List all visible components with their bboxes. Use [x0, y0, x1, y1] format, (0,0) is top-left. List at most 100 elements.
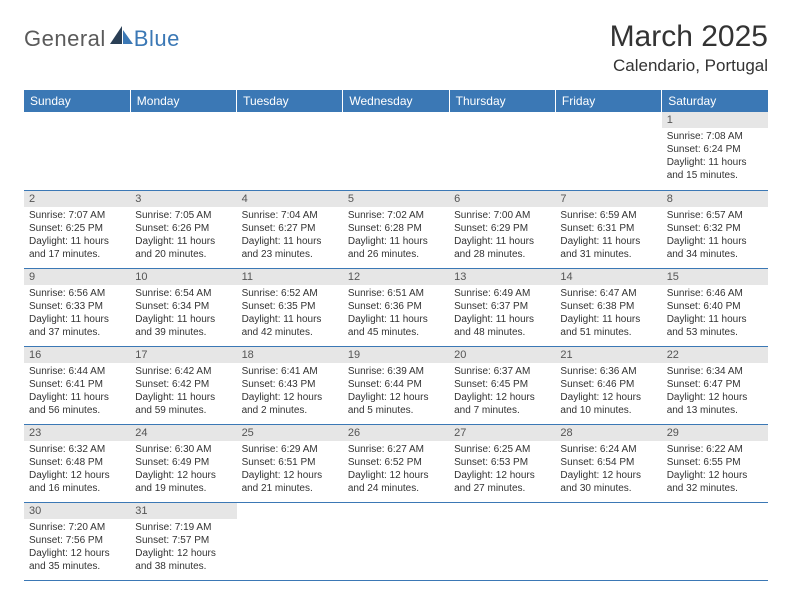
daylight-text: Daylight: 12 hours and 35 minutes. — [29, 547, 125, 573]
day-number: 9 — [24, 269, 130, 285]
daylight-text: Daylight: 11 hours and 42 minutes. — [242, 313, 338, 339]
sunset-text: Sunset: 6:31 PM — [560, 222, 656, 235]
daylight-text: Daylight: 12 hours and 7 minutes. — [454, 391, 550, 417]
calendar-cell — [449, 112, 555, 190]
sunrise-text: Sunrise: 7:04 AM — [242, 209, 338, 222]
calendar-cell: 7Sunrise: 6:59 AMSunset: 6:31 PMDaylight… — [555, 190, 661, 268]
daylight-text: Daylight: 11 hours and 56 minutes. — [29, 391, 125, 417]
day-number: 27 — [449, 425, 555, 441]
daylight-text: Daylight: 11 hours and 26 minutes. — [348, 235, 444, 261]
calendar-cell: 9Sunrise: 6:56 AMSunset: 6:33 PMDaylight… — [24, 268, 130, 346]
calendar-cell — [24, 112, 130, 190]
calendar-cell: 15Sunrise: 6:46 AMSunset: 6:40 PMDayligh… — [662, 268, 768, 346]
calendar-page: General Blue March 2025 Calendario, Port… — [0, 0, 792, 591]
calendar-cell — [662, 502, 768, 580]
sunrise-text: Sunrise: 6:42 AM — [135, 365, 231, 378]
sunrise-text: Sunrise: 6:29 AM — [242, 443, 338, 456]
sunrise-text: Sunrise: 6:36 AM — [560, 365, 656, 378]
day-number: 15 — [662, 269, 768, 285]
day-body: Sunrise: 7:02 AMSunset: 6:28 PMDaylight:… — [343, 207, 449, 264]
day-number: 11 — [237, 269, 343, 285]
sunrise-text: Sunrise: 6:56 AM — [29, 287, 125, 300]
day-body: Sunrise: 6:41 AMSunset: 6:43 PMDaylight:… — [237, 363, 343, 420]
calendar-cell: 16Sunrise: 6:44 AMSunset: 6:41 PMDayligh… — [24, 346, 130, 424]
sunset-text: Sunset: 6:45 PM — [454, 378, 550, 391]
sunset-text: Sunset: 7:57 PM — [135, 534, 231, 547]
calendar-cell — [555, 502, 661, 580]
day-body: Sunrise: 6:46 AMSunset: 6:40 PMDaylight:… — [662, 285, 768, 342]
sunrise-text: Sunrise: 7:08 AM — [667, 130, 763, 143]
calendar-header-row: SundayMondayTuesdayWednesdayThursdayFrid… — [24, 90, 768, 112]
calendar-cell: 1Sunrise: 7:08 AMSunset: 6:24 PMDaylight… — [662, 112, 768, 190]
daylight-text: Daylight: 11 hours and 53 minutes. — [667, 313, 763, 339]
sunset-text: Sunset: 6:38 PM — [560, 300, 656, 313]
day-body: Sunrise: 7:07 AMSunset: 6:25 PMDaylight:… — [24, 207, 130, 264]
sunrise-text: Sunrise: 6:47 AM — [560, 287, 656, 300]
daylight-text: Daylight: 12 hours and 19 minutes. — [135, 469, 231, 495]
calendar-week-row: 16Sunrise: 6:44 AMSunset: 6:41 PMDayligh… — [24, 346, 768, 424]
weekday-header: Thursday — [449, 90, 555, 112]
daylight-text: Daylight: 12 hours and 21 minutes. — [242, 469, 338, 495]
calendar-cell: 5Sunrise: 7:02 AMSunset: 6:28 PMDaylight… — [343, 190, 449, 268]
daylight-text: Daylight: 11 hours and 34 minutes. — [667, 235, 763, 261]
daylight-text: Daylight: 12 hours and 10 minutes. — [560, 391, 656, 417]
daylight-text: Daylight: 11 hours and 39 minutes. — [135, 313, 231, 339]
calendar-week-row: 2Sunrise: 7:07 AMSunset: 6:25 PMDaylight… — [24, 190, 768, 268]
calendar-cell — [237, 502, 343, 580]
calendar-cell — [343, 112, 449, 190]
sunset-text: Sunset: 6:54 PM — [560, 456, 656, 469]
weekday-header: Friday — [555, 90, 661, 112]
sunrise-text: Sunrise: 6:49 AM — [454, 287, 550, 300]
sunset-text: Sunset: 6:32 PM — [667, 222, 763, 235]
calendar-week-row: 9Sunrise: 6:56 AMSunset: 6:33 PMDaylight… — [24, 268, 768, 346]
calendar-body: 1Sunrise: 7:08 AMSunset: 6:24 PMDaylight… — [24, 112, 768, 580]
sunrise-text: Sunrise: 7:20 AM — [29, 521, 125, 534]
sunrise-text: Sunrise: 6:44 AM — [29, 365, 125, 378]
calendar-cell: 3Sunrise: 7:05 AMSunset: 6:26 PMDaylight… — [130, 190, 236, 268]
calendar-cell: 6Sunrise: 7:00 AMSunset: 6:29 PMDaylight… — [449, 190, 555, 268]
day-body: Sunrise: 6:59 AMSunset: 6:31 PMDaylight:… — [555, 207, 661, 264]
day-number: 6 — [449, 191, 555, 207]
day-number: 8 — [662, 191, 768, 207]
calendar-cell: 23Sunrise: 6:32 AMSunset: 6:48 PMDayligh… — [24, 424, 130, 502]
day-number: 7 — [555, 191, 661, 207]
sunrise-text: Sunrise: 6:22 AM — [667, 443, 763, 456]
sunrise-text: Sunrise: 6:32 AM — [29, 443, 125, 456]
sunrise-text: Sunrise: 7:05 AM — [135, 209, 231, 222]
day-number: 28 — [555, 425, 661, 441]
daylight-text: Daylight: 11 hours and 28 minutes. — [454, 235, 550, 261]
sunset-text: Sunset: 6:25 PM — [29, 222, 125, 235]
calendar-week-row: 23Sunrise: 6:32 AMSunset: 6:48 PMDayligh… — [24, 424, 768, 502]
daylight-text: Daylight: 12 hours and 30 minutes. — [560, 469, 656, 495]
day-number: 10 — [130, 269, 236, 285]
calendar-cell: 13Sunrise: 6:49 AMSunset: 6:37 PMDayligh… — [449, 268, 555, 346]
day-body: Sunrise: 6:56 AMSunset: 6:33 PMDaylight:… — [24, 285, 130, 342]
daylight-text: Daylight: 11 hours and 59 minutes. — [135, 391, 231, 417]
day-body: Sunrise: 7:20 AMSunset: 7:56 PMDaylight:… — [24, 519, 130, 576]
sunset-text: Sunset: 6:37 PM — [454, 300, 550, 313]
day-body: Sunrise: 6:22 AMSunset: 6:55 PMDaylight:… — [662, 441, 768, 498]
sunset-text: Sunset: 6:27 PM — [242, 222, 338, 235]
daylight-text: Daylight: 12 hours and 5 minutes. — [348, 391, 444, 417]
day-number: 13 — [449, 269, 555, 285]
day-body: Sunrise: 6:30 AMSunset: 6:49 PMDaylight:… — [130, 441, 236, 498]
daylight-text: Daylight: 11 hours and 45 minutes. — [348, 313, 444, 339]
calendar-cell — [130, 112, 236, 190]
day-number: 24 — [130, 425, 236, 441]
day-number: 4 — [237, 191, 343, 207]
sunset-text: Sunset: 6:55 PM — [667, 456, 763, 469]
sunrise-text: Sunrise: 6:46 AM — [667, 287, 763, 300]
calendar-cell: 8Sunrise: 6:57 AMSunset: 6:32 PMDaylight… — [662, 190, 768, 268]
logo-text-general: General — [24, 26, 106, 52]
logo: General Blue — [24, 20, 180, 54]
calendar-cell: 24Sunrise: 6:30 AMSunset: 6:49 PMDayligh… — [130, 424, 236, 502]
calendar-cell: 30Sunrise: 7:20 AMSunset: 7:56 PMDayligh… — [24, 502, 130, 580]
sunrise-text: Sunrise: 6:24 AM — [560, 443, 656, 456]
sunset-text: Sunset: 6:43 PM — [242, 378, 338, 391]
daylight-text: Daylight: 12 hours and 2 minutes. — [242, 391, 338, 417]
sunset-text: Sunset: 6:51 PM — [242, 456, 338, 469]
calendar-cell: 10Sunrise: 6:54 AMSunset: 6:34 PMDayligh… — [130, 268, 236, 346]
daylight-text: Daylight: 12 hours and 16 minutes. — [29, 469, 125, 495]
day-number: 30 — [24, 503, 130, 519]
calendar-cell: 22Sunrise: 6:34 AMSunset: 6:47 PMDayligh… — [662, 346, 768, 424]
